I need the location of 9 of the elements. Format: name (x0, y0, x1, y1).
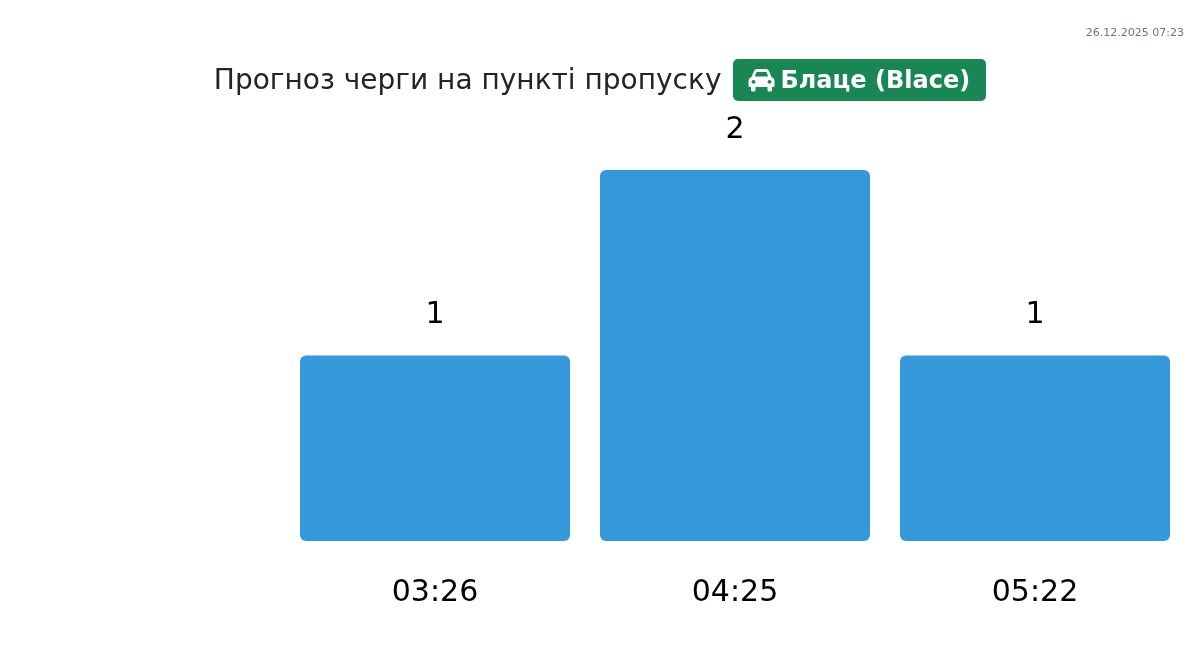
data-label: 1 (1025, 295, 1045, 331)
x-tick-label: 04:25 (691, 572, 779, 608)
data-label: 2 (725, 109, 745, 145)
chart-subtitle: Блаце (Blace) (780, 66, 971, 94)
chart-title: Прогноз черги на пункті пропуску (213, 62, 722, 98)
text: 26.12.2025 07:23 (1085, 26, 1184, 40)
data-label: 1 (425, 295, 445, 331)
x-tick-label: 03:26 (391, 572, 479, 608)
x-tick-label: 05:22 (991, 572, 1079, 608)
